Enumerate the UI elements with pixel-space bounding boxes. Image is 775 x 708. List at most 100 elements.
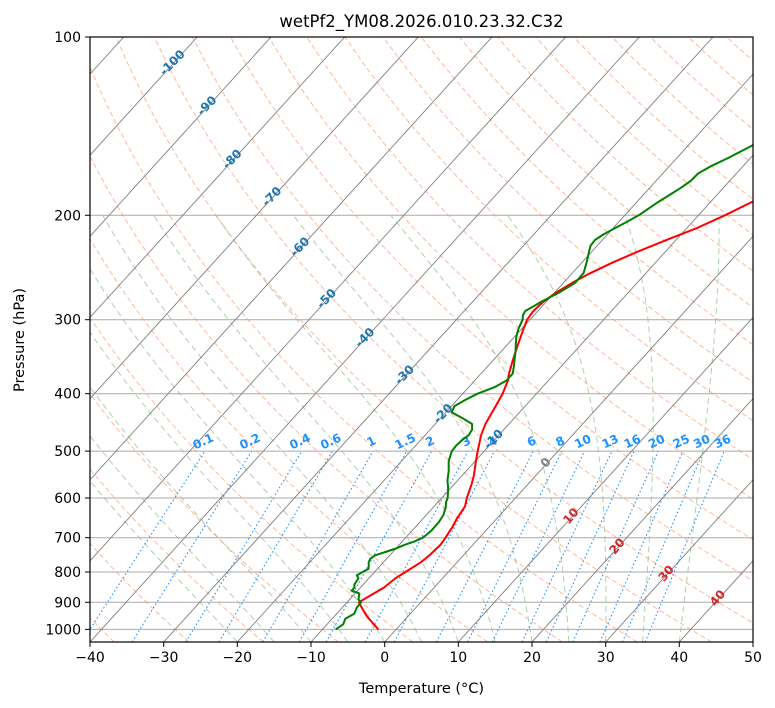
mixing-ratio-line: [325, 450, 433, 642]
mixing-ratio-label: 1: [365, 433, 378, 449]
mixing-ratio-label: 16: [622, 432, 643, 452]
mixing-ratio-label: 0.1: [191, 431, 216, 453]
mixing-ratio-line: [467, 450, 563, 642]
x-axis: −40 −30 −20 −10 0 10 20 30 40 50: [75, 642, 762, 666]
skewed-isotherms: [90, 37, 753, 642]
mixing-ratio-label: 1.5: [393, 431, 418, 453]
skew-isotherm-line: [236, 73, 753, 642]
mixing-ratio-line: [644, 450, 725, 642]
x-tick-label: 0: [380, 650, 389, 666]
y-axis-label: Pressure (hPa): [12, 288, 28, 392]
chart-title: wetPf2_YM08.2026.010.23.32.C32: [279, 12, 563, 32]
dry-adiabat-line: [115, 37, 712, 642]
mixing-ratio-label: 0.6: [318, 431, 343, 453]
x-tick-label: −30: [149, 650, 179, 666]
moist-adiabat-line: [678, 215, 720, 642]
dry-adiabat-line: [306, 37, 753, 461]
x-axis-label: Temperature (°C): [358, 681, 484, 697]
lifted-labels: -100-90-80-70-60-50-40-30-20-10: [157, 47, 506, 452]
x-tick-label: −40: [75, 650, 105, 666]
mixing-ratio-label: 2: [423, 433, 436, 449]
skew-isotherm-line: [90, 37, 346, 319]
mixing-ratio-label: 10: [572, 432, 593, 452]
x-tick-label: 40: [670, 650, 688, 666]
mixing-ratio-label: 36: [712, 432, 733, 452]
mixing-ratio-line: [621, 450, 705, 642]
dry-adiabat-line: [268, 37, 753, 500]
mixing-ratio-label: 0.2: [237, 431, 262, 453]
wetbulb-label: 10: [560, 505, 581, 527]
lifted-label: -10: [481, 426, 506, 451]
skew-isotherm-line: [90, 37, 272, 238]
mixing-ratio-label: 8: [553, 433, 566, 449]
skew-isotherm-line: [605, 479, 753, 642]
skew-isotherm-line: [457, 316, 753, 642]
x-tick-label: 50: [744, 650, 762, 666]
y-tick-label: 200: [54, 208, 81, 224]
mixing-ratio-line: [572, 450, 659, 642]
dry-adiabat-line: [90, 155, 563, 642]
mixing-ratio-label: 25: [671, 432, 692, 452]
y-tick-label: 500: [54, 444, 81, 460]
mixing-ratio-label: 30: [691, 432, 712, 452]
moist-adiabat-line: [90, 480, 238, 642]
mixing-ratio-label: 6: [525, 433, 538, 449]
dry-adiabat-line: [90, 468, 264, 642]
moist-adiabat-line: [153, 215, 459, 642]
skew-isotherm-line: [310, 154, 753, 642]
moist-adiabat-line: [215, 215, 496, 642]
wetbulb-label: 30: [655, 563, 676, 585]
lifted-label: -50: [314, 286, 339, 311]
dry-adiabat-line: [191, 37, 753, 582]
dry-adiabat-line: [420, 37, 753, 346]
skew-isotherm-line: [531, 397, 753, 642]
mixing-ratio-line: [521, 450, 613, 642]
lifted-label: -90: [194, 93, 219, 118]
mixing-ratio-line: [298, 450, 408, 642]
dry-adiabat-line: [649, 37, 753, 130]
y-tick-label: 700: [54, 531, 81, 547]
skew-isotherm-line: [678, 560, 753, 642]
skew-isotherm-line: [163, 37, 714, 642]
wetbulb-label: 20: [606, 535, 627, 557]
lifted-label: -80: [219, 146, 244, 171]
mixing-ratio-line: [545, 450, 635, 642]
isobar-grid: [90, 37, 753, 630]
dry-adiabat-line: [459, 37, 753, 309]
skew-isotherm-line: [384, 235, 753, 642]
lifted-label: -60: [287, 234, 312, 259]
skew-isotherm-line: [90, 37, 198, 156]
mixing-ratio-line: [364, 450, 469, 642]
y-tick-label: 900: [54, 595, 81, 611]
y-tick-label: 600: [54, 491, 81, 507]
x-tick-label: −20: [223, 650, 253, 666]
x-tick-label: 10: [449, 650, 467, 666]
dry-adiabat-line: [153, 37, 753, 624]
y-tick-label: 300: [54, 313, 81, 329]
moist-adiabat-line: [90, 435, 275, 642]
skew-isotherm-line: [752, 641, 753, 642]
skew-isotherm-line: [90, 37, 419, 400]
mixing-ratio-line: [218, 450, 333, 642]
wetbulb-label: 0: [538, 455, 554, 470]
mixing-ratio-line: [491, 450, 586, 642]
moist-adiabat-line: [390, 214, 570, 642]
y-tick-label: 800: [54, 565, 81, 581]
dry-adiabat-line: [687, 37, 753, 96]
moist-adiabat-line: [102, 215, 422, 642]
skew-isotherm-line: [90, 37, 493, 481]
x-tick-label: −10: [296, 650, 326, 666]
dry-adiabat-line: [90, 65, 638, 642]
y-tick-label: 400: [54, 387, 81, 403]
mixing-ratio-line: [131, 450, 253, 642]
lifted-label: -70: [259, 184, 284, 209]
wetbulb-label: 40: [707, 587, 728, 609]
lifted-label: -30: [392, 362, 417, 387]
mixing-ratio-label: 0.4: [287, 431, 312, 453]
skew-isotherm-line: [90, 37, 567, 562]
dewpoint-trace: [335, 144, 753, 631]
dry-adiabat-line: [90, 238, 488, 642]
y-axis: 1000 900 800 700 600 500 400 300 200 100: [45, 30, 90, 638]
dry-adiabat-line: [344, 37, 753, 422]
